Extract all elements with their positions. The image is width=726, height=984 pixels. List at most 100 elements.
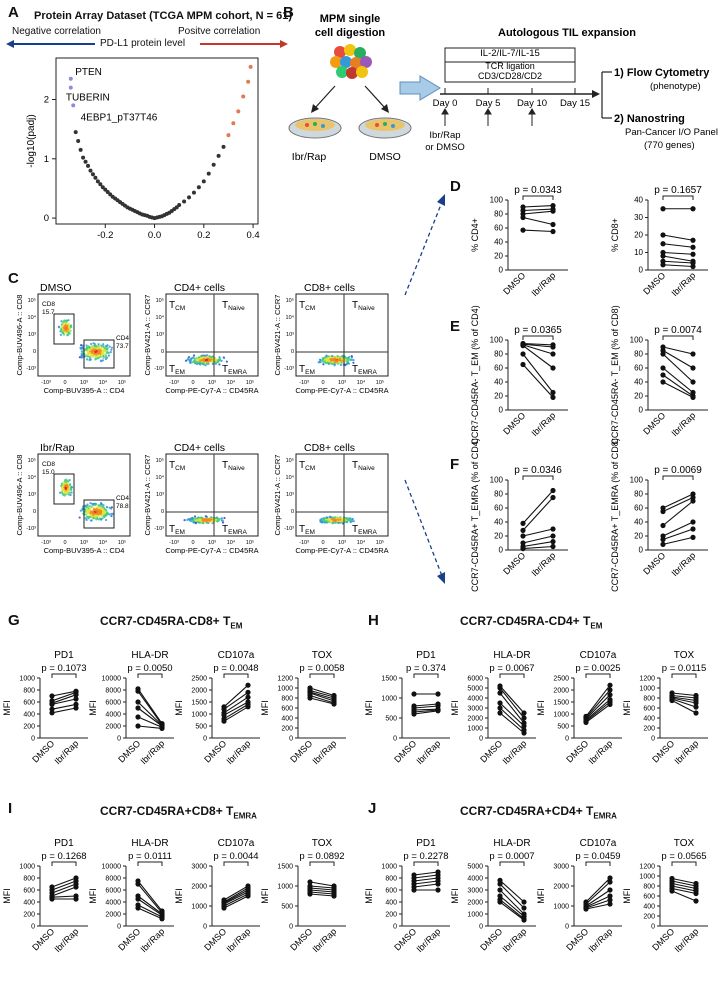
y-tick-label: 500	[557, 724, 569, 731]
event-dot	[352, 361, 355, 364]
y-axis-label: MFI	[174, 888, 184, 904]
x-tick-label: 10⁵	[118, 539, 126, 546]
y-tick-label: 1500	[553, 700, 569, 707]
y-tick-label: 1000	[553, 904, 569, 911]
dmso-point	[307, 879, 313, 885]
plot-header: Ibr/Rap	[40, 442, 75, 454]
event-dot	[90, 510, 94, 513]
ibr-rap-dish-label: Ibr/Rap	[292, 151, 327, 163]
y-tick-label: 30	[634, 213, 643, 222]
y-tick-label: 5000	[467, 864, 483, 871]
y-tick-label: 0	[33, 509, 36, 515]
paired-plot-E1: 0 20 40 60 80 100 p = 0.0365 DMSO Ibr/Rap CCR7-CD…	[470, 305, 568, 445]
event-dot	[318, 358, 322, 361]
category-label: Ibr/Rap	[669, 410, 697, 438]
category-label: Ibr/Rap	[500, 738, 528, 766]
dmso-point	[660, 508, 666, 515]
panel-letter-f: F	[450, 456, 460, 473]
pair-line	[309, 889, 335, 893]
event-dot	[339, 363, 343, 366]
event-dot	[95, 353, 98, 356]
pair-line	[137, 690, 163, 726]
event-dot	[221, 519, 224, 522]
event-dot	[93, 512, 96, 515]
y-tick-label: 10	[634, 248, 643, 257]
p-value-label: p = 0.1268	[41, 851, 86, 862]
category-label: DMSO	[641, 270, 667, 296]
pair-line	[585, 881, 611, 905]
event-dot	[104, 354, 108, 357]
event-dot	[79, 347, 83, 350]
x-tick-label: 0.0	[148, 230, 161, 241]
paired-plot-F2: 0 20 40 60 80 100 p = 0.0069 DMSO Ibr/Rap CCR7-CD…	[610, 438, 708, 592]
event-dot	[90, 353, 93, 356]
event-dot	[89, 502, 92, 505]
ibr-rap-point	[73, 692, 79, 698]
panel-h-title: CCR7-CD45RA-CD4+ TEM	[460, 614, 603, 631]
event-dot	[324, 356, 327, 359]
event-dot	[62, 320, 65, 323]
event-dot	[57, 326, 61, 329]
event-dot	[352, 359, 355, 362]
dmso-point	[660, 351, 666, 357]
y-tick-label: 200	[385, 912, 397, 919]
event-dot	[108, 345, 111, 348]
ibr-rap-point	[159, 916, 165, 922]
event-dot	[59, 327, 63, 331]
y-axis-label: MFI	[364, 888, 374, 904]
plot-title: CD107a	[580, 838, 617, 849]
x-tick-label: 0	[321, 380, 324, 386]
pair-line	[137, 688, 163, 724]
dmso-point	[135, 705, 141, 711]
event-dot	[87, 349, 91, 352]
event-dot	[79, 509, 82, 512]
event-dot	[211, 522, 214, 525]
y-tick-label: 0	[639, 546, 644, 555]
y-tick-label: 40	[494, 518, 503, 527]
timeline-ticks	[444, 88, 576, 94]
scatter-point	[231, 121, 236, 126]
category-label: Ibr/Rap	[672, 926, 700, 954]
y-axis-label: CCR7-CD45RA- T_EM (% of CD8)	[610, 305, 620, 444]
ibr-rap-point	[550, 228, 556, 235]
event-dot	[203, 360, 206, 363]
significance-bracket	[522, 475, 554, 480]
dmso-point	[520, 533, 526, 539]
y-tick-label: 400	[385, 900, 397, 907]
significance-bracket	[223, 673, 249, 678]
plot-title: CD107a	[218, 650, 255, 661]
event-dot	[67, 331, 70, 334]
event-dot	[88, 510, 91, 513]
p-value-label: p = 0.374	[406, 663, 446, 674]
dmso-point	[411, 887, 417, 893]
y-tick-label: 2	[44, 95, 49, 106]
event-dot	[98, 354, 101, 357]
ibr-rap-point	[690, 365, 696, 371]
event-dot	[103, 508, 107, 511]
y-tick-label: 1000	[381, 696, 397, 703]
pair-line	[413, 703, 439, 707]
y-tick-label: 4000	[105, 900, 121, 907]
ibr-rap-point	[690, 534, 696, 540]
event-dot	[85, 344, 88, 347]
dmso-point	[497, 899, 503, 905]
p-value-label: p = 0.0007	[489, 851, 534, 862]
y-axis-label: % CD4+	[470, 218, 480, 252]
output-nanostring-sub1: Pan-Cancer I/O Panel	[625, 127, 718, 138]
pair-line	[522, 364, 554, 398]
pair-line	[51, 895, 77, 898]
y-tick-label: 2000	[553, 688, 569, 695]
panel-letter-i: I	[8, 800, 13, 817]
event-dot	[186, 358, 189, 361]
dmso-point	[497, 710, 503, 716]
category-label: Ibr/Rap	[310, 926, 338, 954]
y-axis-label: Comp-BV421-A :: CCR7	[273, 295, 282, 376]
pair-line	[585, 899, 611, 909]
event-dot	[95, 345, 98, 348]
